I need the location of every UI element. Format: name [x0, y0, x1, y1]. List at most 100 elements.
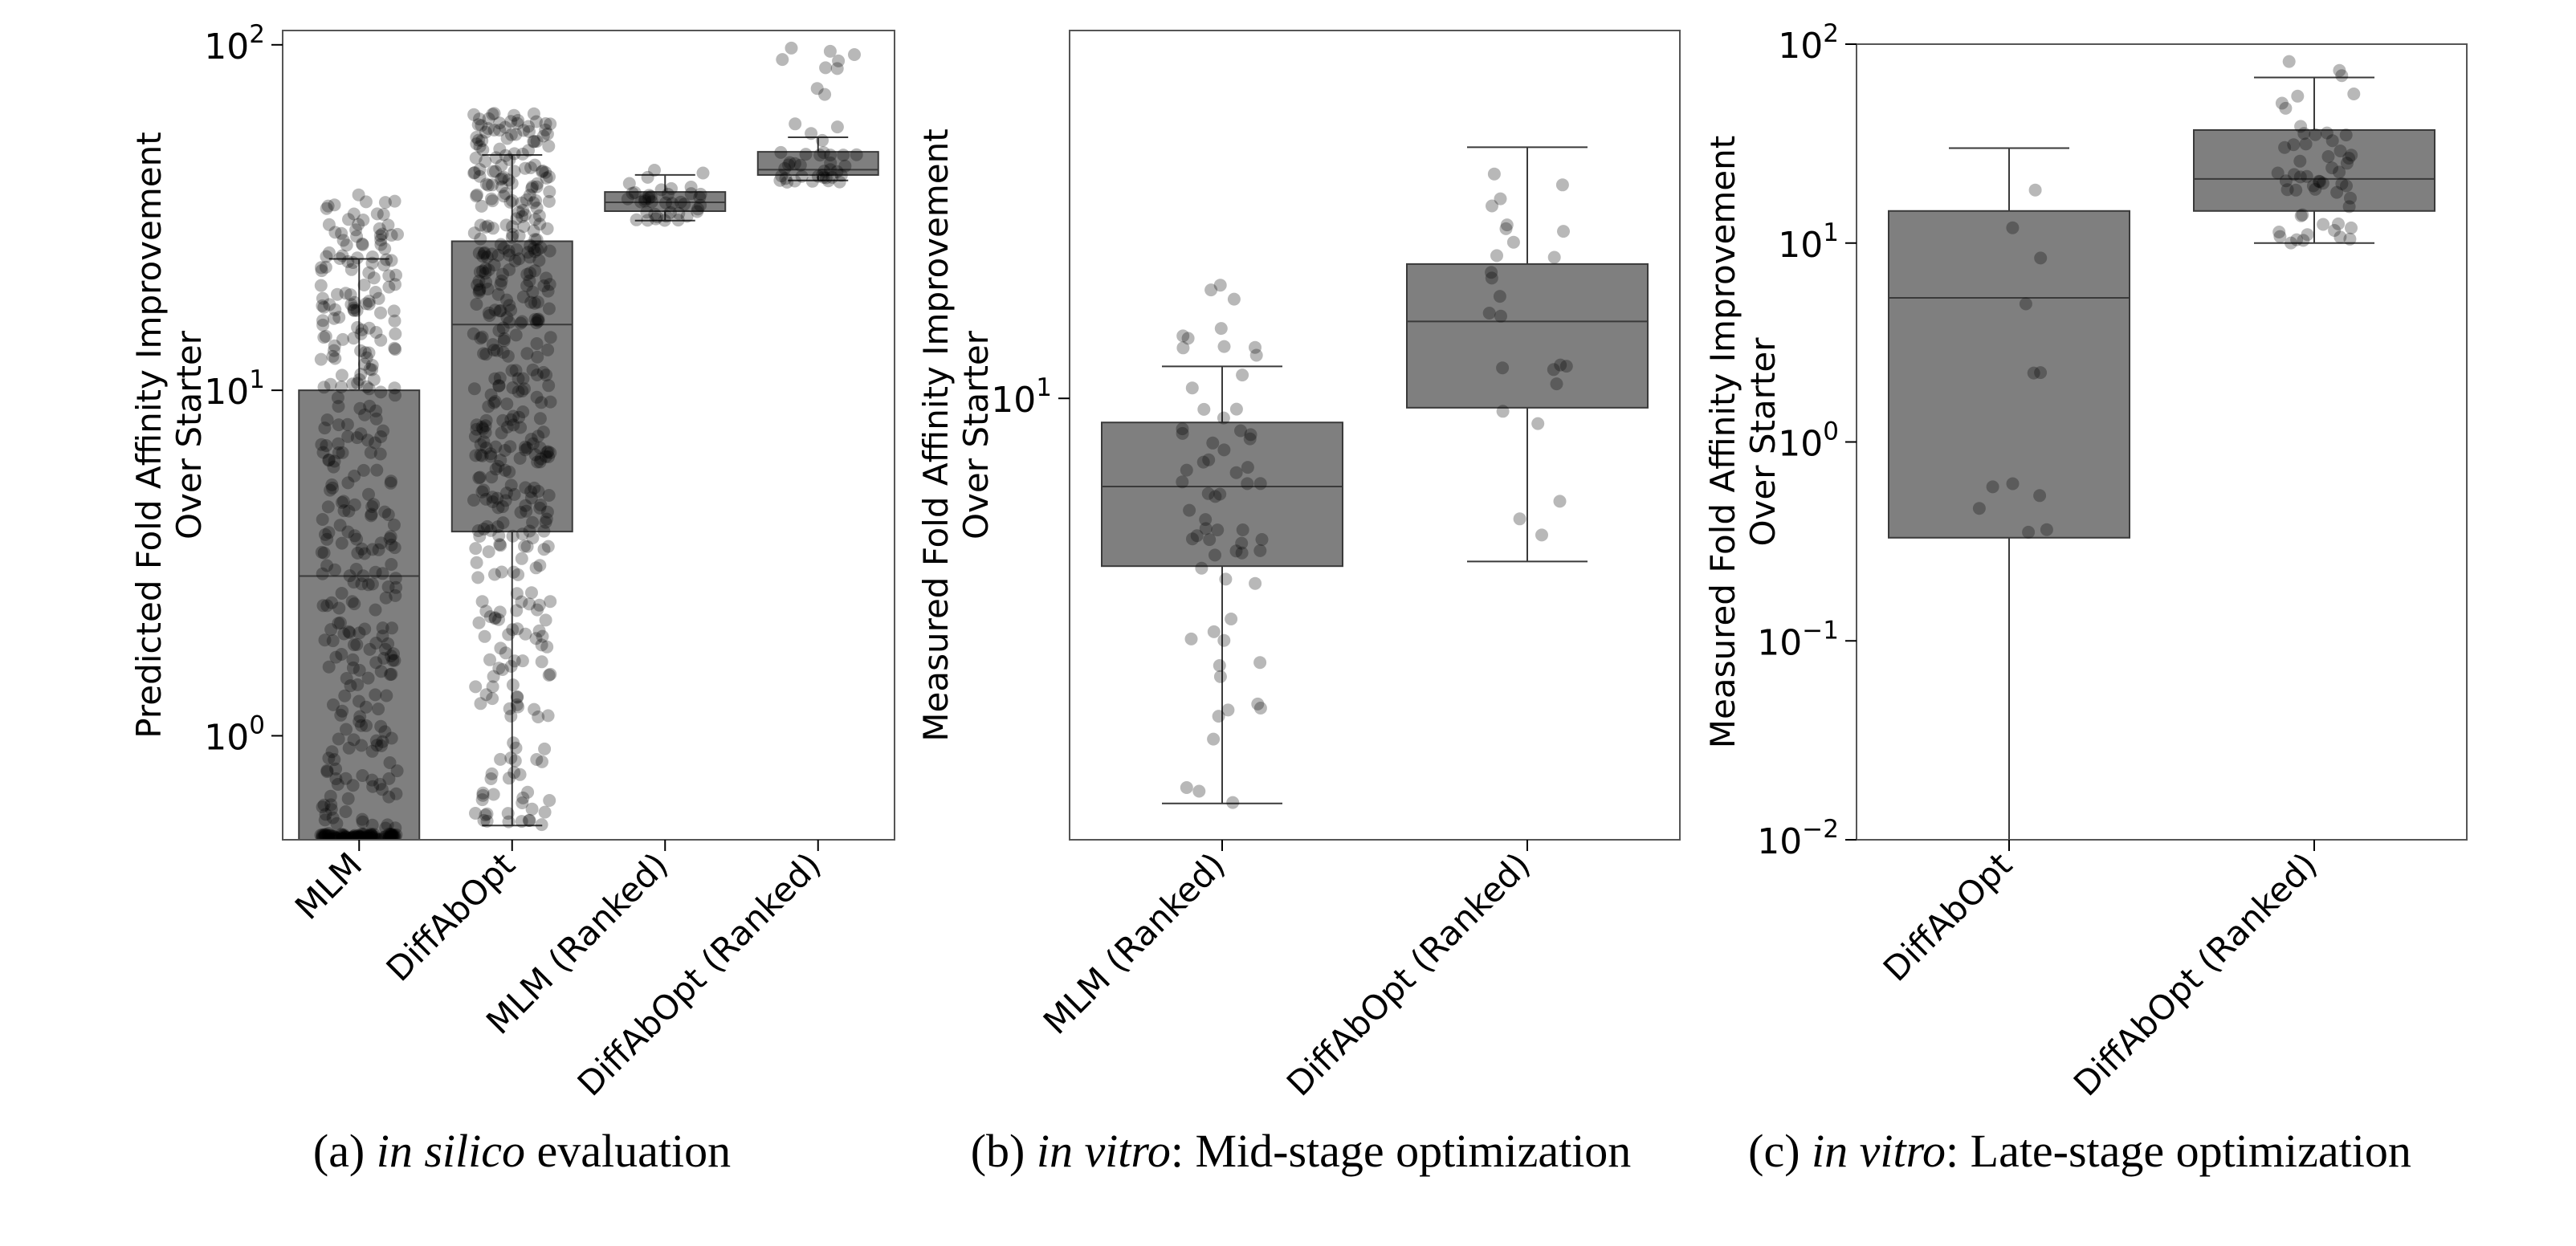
data-point — [495, 180, 508, 193]
data-point — [354, 830, 368, 840]
data-point — [542, 450, 556, 463]
data-point — [540, 222, 554, 235]
data-point — [2294, 209, 2308, 222]
data-point — [379, 591, 393, 605]
data-point — [526, 363, 540, 377]
data-point — [1493, 290, 1506, 303]
data-point — [474, 218, 487, 232]
data-point — [365, 773, 379, 787]
data-point — [500, 132, 514, 145]
data-point — [355, 323, 369, 336]
data-point — [511, 622, 524, 636]
data-point — [788, 174, 801, 188]
data-point — [382, 790, 396, 804]
data-point — [496, 321, 510, 335]
data-point — [473, 112, 486, 126]
data-point — [526, 180, 540, 193]
data-point — [648, 164, 661, 177]
data-point — [469, 807, 482, 820]
data-point — [493, 538, 507, 552]
data-point — [480, 814, 494, 828]
data-point — [467, 166, 481, 180]
data-point — [341, 476, 355, 490]
data-point — [337, 627, 351, 641]
data-point — [479, 419, 492, 433]
panel-c-y-axis-label: Measured Fold Affinity ImprovementOver S… — [1703, 136, 1783, 748]
data-point — [544, 331, 557, 344]
data-point — [773, 173, 787, 187]
data-point — [641, 214, 654, 227]
data-point — [659, 196, 672, 210]
data-point — [469, 680, 483, 694]
data-point — [514, 316, 528, 330]
data-point — [536, 426, 550, 439]
data-point — [470, 422, 483, 436]
data-point — [642, 192, 655, 205]
data-point — [535, 818, 548, 832]
data-point — [523, 597, 536, 611]
data-point — [351, 377, 365, 390]
box-a-3 — [756, 151, 879, 176]
data-point — [1212, 710, 1225, 723]
data-point — [1236, 523, 1249, 536]
data-point — [782, 158, 795, 172]
data-point — [496, 267, 509, 281]
data-point — [377, 424, 390, 438]
data-point — [641, 170, 654, 184]
data-point — [526, 515, 540, 529]
data-point — [2280, 183, 2294, 197]
data-point — [509, 741, 523, 755]
data-point — [479, 177, 493, 191]
data-point — [324, 829, 338, 840]
data-point — [332, 418, 345, 432]
data-point — [1204, 283, 1218, 297]
panel-b-plot-area — [1101, 146, 1649, 809]
data-point — [522, 814, 536, 827]
data-point — [360, 380, 373, 393]
data-point — [817, 170, 830, 184]
data-point — [486, 178, 499, 192]
data-point — [506, 228, 520, 241]
data-point — [483, 309, 496, 322]
panel-b-y-axis-label: Measured Fold Affinity ImprovementOver S… — [916, 128, 996, 741]
data-point — [503, 465, 516, 478]
data-point — [528, 135, 541, 149]
data-point — [2034, 251, 2048, 265]
data-point — [524, 433, 538, 446]
data-point — [487, 259, 501, 272]
data-point — [527, 196, 540, 210]
data-point — [1190, 529, 1204, 543]
data-point — [507, 409, 520, 423]
data-point — [366, 780, 380, 793]
data-point — [511, 690, 524, 704]
data-point — [493, 605, 507, 619]
data-point — [328, 339, 341, 352]
data-point — [472, 133, 485, 147]
data-point — [514, 421, 528, 434]
data-point — [1255, 533, 1269, 546]
data-point — [497, 332, 511, 345]
data-point — [1197, 402, 1211, 416]
data-point — [533, 559, 547, 572]
data-point — [353, 373, 366, 386]
data-point — [511, 690, 524, 703]
x-tick-label: DiffAbOpt — [1876, 845, 2020, 988]
data-point — [1550, 377, 1563, 391]
data-point — [539, 123, 552, 136]
data-point — [691, 205, 704, 218]
data-point — [540, 271, 553, 285]
data-point — [538, 805, 552, 819]
data-point — [346, 377, 360, 391]
data-point — [1244, 428, 1257, 442]
data-point — [361, 829, 374, 840]
data-point — [648, 207, 662, 221]
data-point — [523, 524, 536, 538]
data-point — [531, 295, 544, 309]
data-point — [516, 372, 530, 385]
data-point — [2309, 182, 2322, 196]
data-point — [837, 149, 850, 162]
data-point — [375, 783, 389, 796]
data-point — [1199, 513, 1213, 527]
data-point — [2271, 166, 2285, 180]
